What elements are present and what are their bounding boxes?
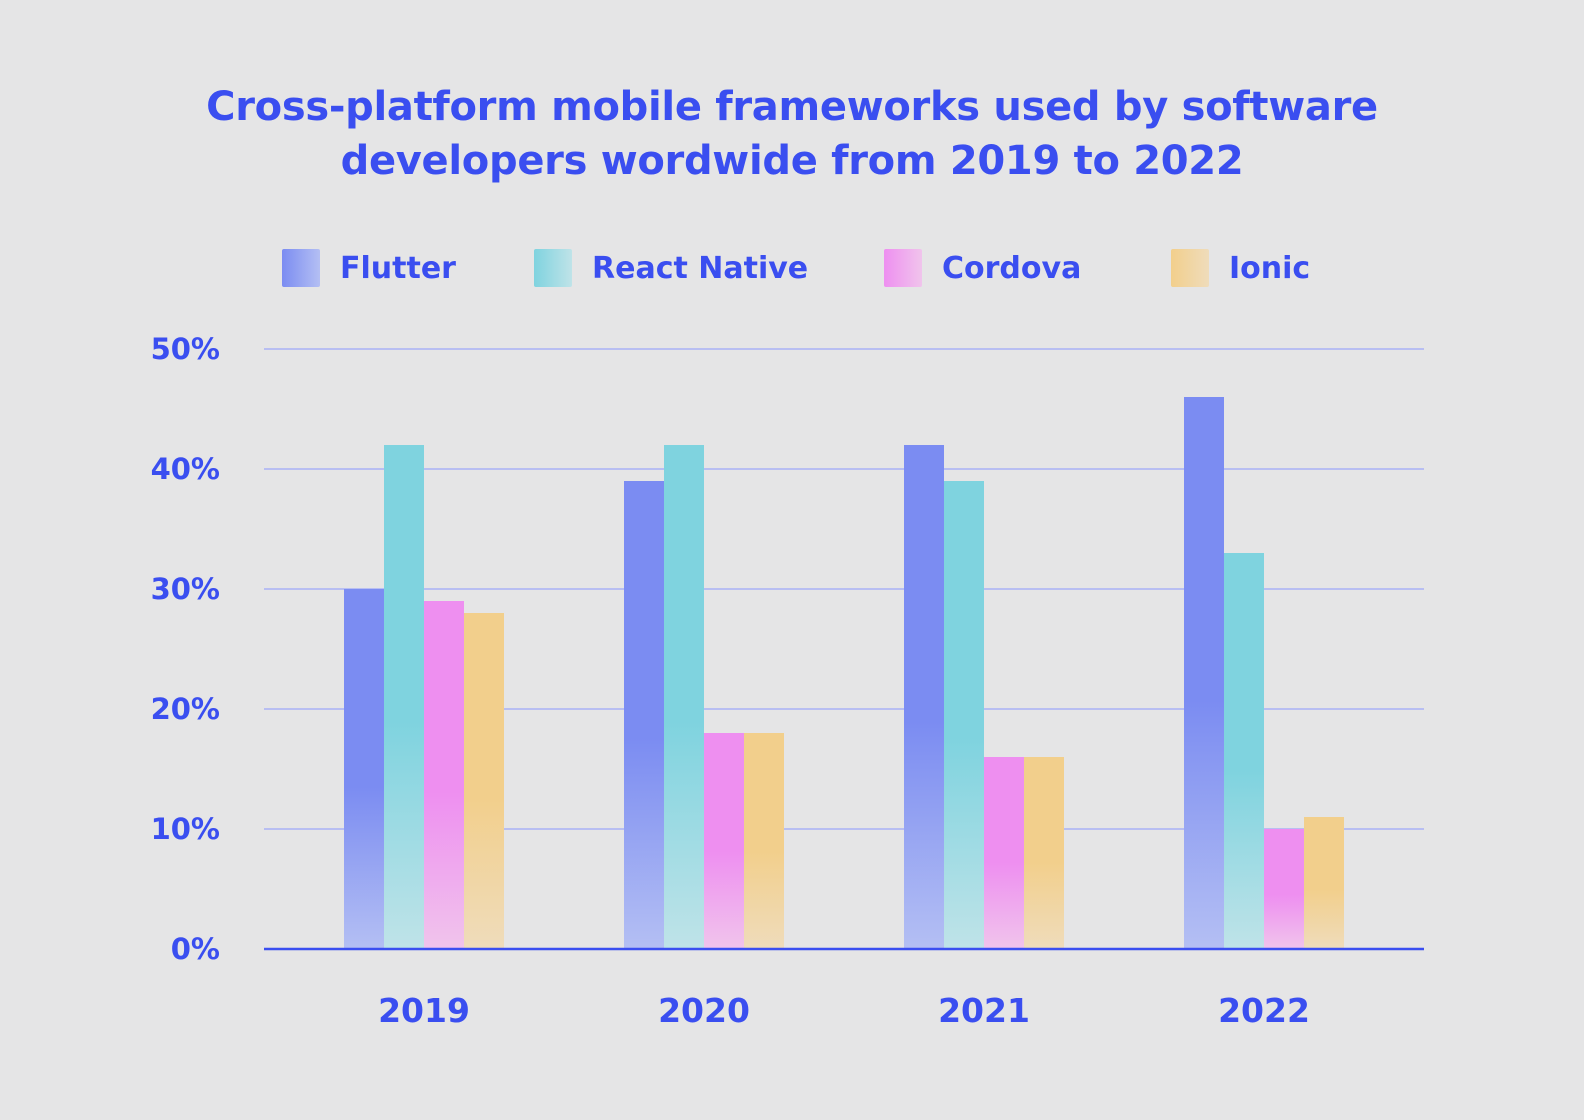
x-tick-label: 2022 — [1218, 991, 1310, 1030]
bar-react-native-2022 — [1224, 553, 1264, 949]
legend-item-ionic: Ionic — [1171, 247, 1310, 289]
bar-react-native-2021 — [944, 481, 984, 949]
bar-react-native-2019 — [384, 445, 424, 949]
legend-label-flutter: Flutter — [340, 250, 456, 286]
chart-title: Cross-platform mobile frameworks used by… — [0, 80, 1584, 188]
bar-ionic-2022 — [1304, 817, 1344, 949]
x-tick-label: 2021 — [938, 991, 1030, 1030]
legend-item-flutter: Flutter — [282, 247, 456, 289]
legend-swatch-flutter — [282, 249, 320, 287]
bar-ionic-2019 — [464, 613, 504, 949]
chart-title-line-2: developers wordwide from 2019 to 2022 — [340, 138, 1244, 184]
bar-cordova-2022 — [1264, 829, 1304, 949]
chart-title-line-1: Cross-platform mobile frameworks used by… — [206, 84, 1378, 130]
axes: 0% 10% 20% 30% 40% 50% 2019 2020 2021 2022 — [151, 332, 1424, 1030]
legend-item-cordova: Cordova — [884, 247, 1081, 289]
bar-react-native-2020 — [664, 445, 704, 949]
y-tick-label: 50% — [151, 332, 220, 366]
legend-item-react-native: React Native — [534, 247, 808, 289]
legend-swatch-react-native — [534, 249, 572, 287]
y-tick-label: 10% — [151, 812, 220, 846]
bar-cordova-2021 — [984, 757, 1024, 949]
bar-cordova-2019 — [424, 601, 464, 949]
legend-label-react-native: React Native — [592, 250, 809, 286]
y-tick-label: 20% — [151, 692, 220, 726]
legend-swatch-cordova — [884, 249, 922, 287]
bar-flutter-2019 — [344, 589, 384, 949]
bar-ionic-2020 — [744, 733, 784, 949]
y-tick-label: 40% — [151, 452, 220, 486]
bar-ionic-2021 — [1024, 757, 1064, 949]
bar-cordova-2020 — [704, 733, 744, 949]
legend-label-ionic: Ionic — [1229, 250, 1311, 286]
bar-flutter-2020 — [624, 481, 664, 949]
bar-flutter-2021 — [904, 445, 944, 949]
bar-flutter-2022 — [1184, 397, 1224, 949]
legend-label-cordova: Cordova — [942, 250, 1082, 286]
legend-swatch-ionic — [1171, 249, 1209, 287]
bars — [344, 397, 1344, 949]
y-tick-label: 30% — [151, 572, 220, 606]
chart-legend: Flutter React Native Cordova Ionic — [0, 247, 1584, 289]
x-tick-label: 2019 — [378, 991, 470, 1030]
x-tick-label: 2020 — [658, 991, 750, 1030]
y-tick-label: 0% — [171, 932, 220, 966]
